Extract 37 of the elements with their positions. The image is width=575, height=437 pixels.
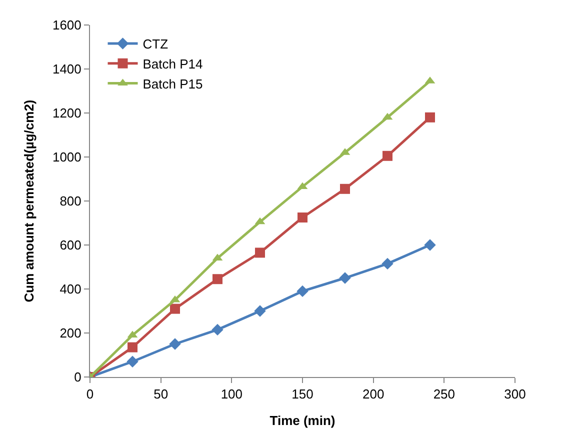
y-tick-label: 0: [74, 370, 82, 385]
legend-label: CTZ: [142, 36, 168, 52]
point: [254, 305, 266, 317]
legend-label: Batch P15: [142, 76, 203, 92]
y-tick-label: 800: [60, 194, 82, 209]
x-tick-label: 300: [504, 386, 526, 402]
x-tick-label: 200: [362, 386, 384, 402]
point: [212, 274, 222, 284]
point: [169, 338, 181, 350]
point: [425, 112, 435, 122]
point: [128, 342, 138, 352]
x-tick-label: 150: [292, 386, 314, 402]
point: [382, 150, 392, 161]
point: [340, 184, 350, 194]
x-tick-label: 250: [433, 386, 456, 402]
y-tick-label: 600: [60, 238, 82, 253]
point: [339, 272, 351, 284]
x-axis-title: Time (min): [270, 413, 336, 428]
y-tick-label: 200: [60, 326, 82, 341]
x-tick-label: 100: [220, 386, 243, 402]
point: [296, 285, 308, 298]
y-axis-title: Cum amount permeated(µg/cm2): [21, 100, 36, 302]
y-tick-label: 400: [60, 282, 82, 297]
legend-label: Batch P14: [142, 56, 203, 72]
y-tick-label: 1400: [52, 62, 82, 77]
y-tick-label: 1000: [52, 150, 82, 165]
x-tick-label: 50: [154, 386, 168, 402]
point: [424, 239, 436, 251]
point: [170, 304, 180, 314]
x-tick-label: 0: [86, 386, 94, 402]
y-tick-label: 1200: [52, 106, 82, 121]
point: [212, 324, 224, 336]
point: [255, 248, 265, 258]
y-tick-label: 1600: [52, 18, 82, 33]
point: [382, 258, 394, 270]
point: [298, 212, 308, 222]
point: [126, 356, 138, 368]
